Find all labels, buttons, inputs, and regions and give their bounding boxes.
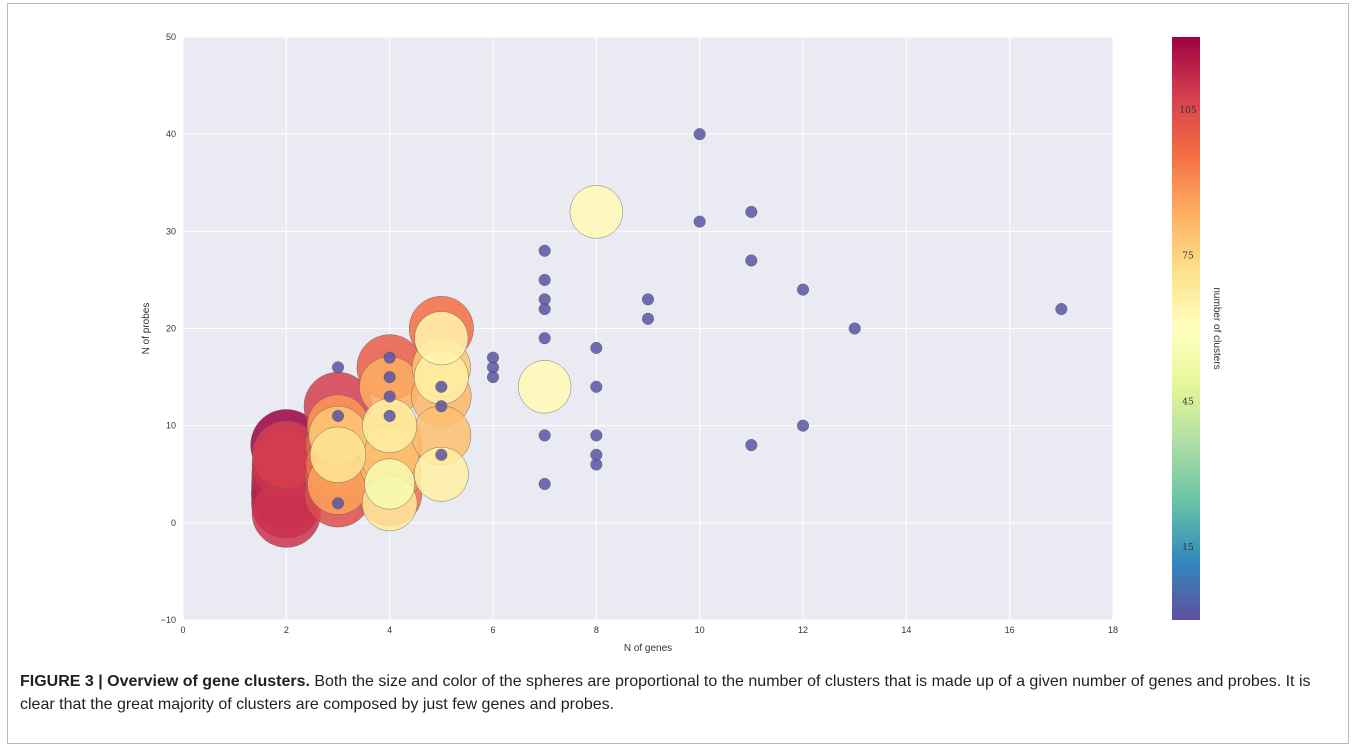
data-point	[332, 409, 345, 422]
data-point	[518, 360, 572, 414]
data-point	[693, 128, 706, 141]
data-point	[538, 477, 551, 490]
data-point	[362, 398, 418, 454]
y-tick-label: 10	[166, 421, 176, 431]
caption-heading: FIGURE 3 | Overview of gene clusters.	[20, 673, 310, 690]
data-point	[569, 185, 623, 239]
data-point	[848, 322, 861, 335]
y-tick-label: 20	[166, 324, 176, 334]
data-point	[642, 293, 655, 306]
data-point	[538, 332, 551, 345]
data-point	[538, 244, 551, 257]
y-axis-label: N of probes	[141, 303, 152, 355]
data-point	[538, 303, 551, 316]
x-tick-label: 0	[180, 625, 185, 635]
data-point	[364, 458, 416, 510]
colorbar-tick-label: 45	[1182, 397, 1194, 407]
data-point	[332, 497, 345, 510]
data-point	[383, 371, 396, 384]
data-points	[250, 128, 1068, 548]
data-point	[309, 426, 367, 483]
y-tick-label: 40	[166, 129, 176, 139]
data-point	[487, 371, 500, 384]
x-tick-label: 2	[284, 625, 289, 635]
data-point	[745, 439, 758, 452]
x-tick-label: 4	[387, 625, 392, 635]
colorbar-label: number of clusters	[1211, 287, 1222, 369]
data-point	[1055, 303, 1068, 316]
x-tick-labels: 0 2 4 6 8 10 12 14 16 18	[180, 625, 1118, 635]
colorbar-tick-labels: 15 45 75 105	[1179, 106, 1196, 553]
data-point	[538, 429, 551, 442]
data-point	[797, 419, 810, 432]
data-point	[538, 273, 551, 286]
x-axis-label: N of genes	[624, 643, 672, 654]
y-tick-label: 50	[166, 32, 176, 42]
x-tick-label: 10	[695, 625, 705, 635]
data-point	[414, 311, 469, 366]
colorbar-tick-label: 75	[1182, 252, 1194, 262]
data-point	[590, 458, 603, 471]
data-point	[383, 409, 396, 422]
data-point	[435, 400, 448, 413]
data-point	[590, 429, 603, 442]
colorbar	[1172, 37, 1200, 620]
data-point	[797, 283, 810, 296]
y-tick-label: 0	[171, 518, 176, 528]
data-point	[413, 446, 469, 502]
data-point	[745, 205, 758, 218]
data-point	[383, 351, 396, 364]
y-tick-label: 30	[166, 226, 176, 236]
caption-body: Both the size and color of the spheres a…	[20, 673, 1311, 713]
data-point	[332, 361, 345, 374]
colorbar-tick-label: 15	[1182, 543, 1194, 553]
colorbar-tick-label: 105	[1179, 106, 1196, 116]
x-tick-label: 16	[1005, 625, 1015, 635]
data-point	[590, 380, 603, 393]
data-point	[745, 254, 758, 267]
data-point	[435, 448, 448, 461]
x-tick-label: 6	[490, 625, 495, 635]
y-tick-label: −10	[161, 615, 176, 625]
scatter-chart: 0 2 4 6 8 10 12 14 16 18 −10 0 10 20 30 40 50 N of gene…	[141, 32, 1222, 654]
data-point	[642, 312, 655, 325]
y-tick-labels: −10 0 10 20 30 40 50	[161, 32, 176, 625]
figure-caption: FIGURE 3 | Overview of gene clusters. Bo…	[20, 670, 1340, 716]
x-tick-label: 18	[1108, 625, 1118, 635]
x-tick-label: 12	[798, 625, 808, 635]
data-point	[590, 341, 603, 354]
figure-frame	[7, 3, 1349, 744]
x-tick-label: 8	[594, 625, 599, 635]
data-point	[693, 215, 706, 228]
x-tick-label: 14	[901, 625, 911, 635]
data-point	[383, 390, 396, 403]
data-point	[435, 380, 448, 393]
